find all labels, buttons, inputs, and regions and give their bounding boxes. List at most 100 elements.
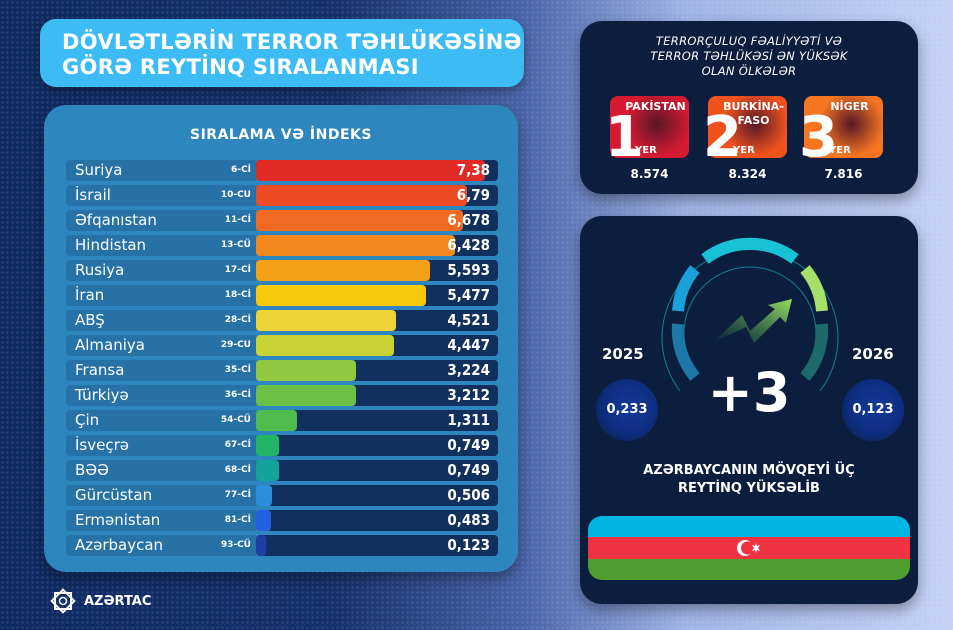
country-rank: 29-CU: [220, 340, 251, 350]
bar: [256, 535, 266, 556]
ranking-row: İsrail 10-CU 6,79: [66, 185, 498, 206]
country-name: İsrail: [66, 185, 256, 206]
country-name: Türkiyə: [66, 385, 256, 406]
index-value: 5,593: [447, 261, 490, 279]
ranking-row: İran 18-Cİ 5,477: [66, 285, 498, 306]
bar: [256, 160, 485, 181]
bar-track: 4,447: [256, 335, 498, 356]
bar: [256, 460, 280, 481]
country-rank: 54-CÜ: [220, 415, 251, 425]
card-yer-label: YER: [635, 145, 657, 156]
index-value: 6,678: [447, 211, 490, 229]
value-2026: 0,123: [842, 379, 904, 441]
bar: [256, 510, 271, 531]
card-country: BURKİNA- FASO: [723, 100, 784, 127]
logo-text: AZƏRTAC: [84, 593, 152, 609]
bar-track: 1,311: [256, 410, 498, 431]
index-value: 0,506: [447, 486, 490, 504]
ranking-rows: Suriya 6-Cİ 7,38 İsrail 10-CU 6,79 Əfqanıstan 1…: [66, 160, 498, 560]
bar-track: 0,506: [256, 485, 498, 506]
country-rank: 35-Cİ: [224, 365, 251, 375]
country-rank: 6-Cİ: [231, 165, 251, 175]
country-rank: 68-Cİ: [224, 465, 251, 475]
country-name: Əfqanıstan: [66, 210, 256, 231]
bar-track: 4,521: [256, 310, 498, 331]
bar-track: 5,477: [256, 285, 498, 306]
country-rank: 10-CU: [220, 190, 251, 200]
azertac-logo: AZƏRTAC: [50, 588, 151, 614]
gauge-icon: [661, 237, 839, 392]
bar: [256, 435, 280, 456]
country-name: Almaniya: [66, 335, 256, 356]
ranking-row: Fransa 35-Cİ 3,224: [66, 360, 498, 381]
country-rank: 36-Cİ: [224, 390, 251, 400]
index-value: 7,38: [456, 161, 490, 179]
rank-change: +3: [707, 361, 791, 424]
index-value: 1,311: [447, 411, 490, 429]
top3-title-line-3: OLAN ÖLKƏLƏR: [701, 64, 797, 78]
ranking-row: Rusiya 17-Cİ 5,593: [66, 260, 498, 281]
ranking-row: Suriya 6-Cİ 7,38: [66, 160, 498, 181]
bar-track: 6,428: [256, 235, 498, 256]
country-rank: 18-Cİ: [224, 290, 251, 300]
card-yer-label: YER: [829, 145, 851, 156]
ranking-row: Əfqanıstan 11-Cİ 6,678: [66, 210, 498, 231]
country-name: Gürcüstan: [66, 485, 256, 506]
title-line-1: DÖVLƏTLƏRİN TERROR TƏHLÜKƏSİNƏ: [62, 30, 522, 54]
index-value: 5,477: [447, 286, 490, 304]
country-name: ABŞ: [66, 310, 256, 331]
bar-track: 0,123: [256, 535, 498, 556]
top3-card: BURKİNA- FASO 2 YER: [703, 96, 787, 166]
top3-card: PAKİSTAN 1 YER: [605, 96, 689, 166]
index-value: 0,483: [447, 511, 490, 529]
index-value: 3,224: [447, 361, 490, 379]
top3-title: TERRORÇULUQ FƏALİYYƏTİ VƏ TERROR TƏHLÜKƏ…: [580, 34, 918, 79]
country-name: İsveçrə: [66, 435, 256, 456]
bar: [256, 410, 297, 431]
index-value: 6,428: [447, 236, 490, 254]
ranking-row: BƏƏ 68-Cİ 0,749: [66, 460, 498, 481]
bar-track: 0,483: [256, 510, 498, 531]
bar: [256, 210, 464, 231]
ranking-title: SIRALAMA VƏ İNDEKS: [190, 127, 372, 143]
card-score: 8.324: [728, 167, 767, 181]
ranking-row: Azərbaycan 93-CÜ 0,123: [66, 535, 498, 556]
country-rank: 11-Cİ: [224, 215, 251, 225]
azertac-emblem-icon: [50, 588, 76, 614]
bar-track: 5,593: [256, 260, 498, 281]
value-2025: 0,233: [596, 379, 658, 441]
country-rank: 17-Cİ: [224, 265, 251, 275]
country-name: Rusiya: [66, 260, 256, 281]
crescent-star-icon: [737, 540, 760, 557]
caption-line-1: AZƏRBAYCANIN MÖVQEYİ ÜÇ: [643, 463, 855, 478]
page-title: DÖVLƏTLƏRİN TERROR TƏHLÜKƏSİNƏ GÖRƏ REYT…: [40, 19, 524, 87]
top3-title-line-1: TERRORÇULUQ FƏALİYYƏTİ VƏ: [655, 34, 843, 48]
country-name: BƏƏ: [66, 460, 256, 481]
card-place: 1: [605, 105, 644, 170]
index-value: 0,749: [447, 436, 490, 454]
bar-track: 6,678: [256, 210, 498, 231]
country-name: Hindistan: [66, 235, 256, 256]
ranking-panel: SIRALAMA VƏ İNDEKS Suriya 6-Cİ 7,38 İsrail 1…: [44, 105, 518, 572]
index-value: 0,749: [447, 461, 490, 479]
ranking-row: İsveçrə 67-Cİ 0,749: [66, 435, 498, 456]
top3-panel: TERRORÇULUQ FƏALİYYƏTİ VƏ TERROR TƏHLÜKƏ…: [580, 21, 918, 194]
country-rank: 93-CÜ: [220, 540, 251, 550]
card-score: 7.816: [824, 167, 863, 181]
country-rank: 81-Cİ: [224, 515, 251, 525]
azerbaijan-panel: 2025 0,233 +3 2026 0,123 AZƏRBAYCANIN MÖ…: [580, 216, 918, 604]
ranking-row: Gürcüstan 77-Cİ 0,506: [66, 485, 498, 506]
country-rank: 77-Cİ: [224, 490, 251, 500]
azerbaijan-caption: AZƏRBAYCANIN MÖVQEYİ ÜÇ REYTİNQ YÜKSƏLİB: [580, 462, 918, 498]
index-value: 3,212: [447, 386, 490, 404]
country-name: İran: [66, 285, 256, 306]
bar: [256, 335, 394, 356]
card-score: 8.574: [630, 167, 669, 181]
bar: [256, 310, 397, 331]
bar: [256, 185, 467, 206]
country-rank: 67-Cİ: [224, 440, 251, 450]
ranking-row: Hindistan 13-CÜ 6,428: [66, 235, 498, 256]
card-place: 3: [799, 105, 838, 170]
bar-track: 3,212: [256, 385, 498, 406]
ranking-row: Türkiyə 36-Cİ 3,212: [66, 385, 498, 406]
